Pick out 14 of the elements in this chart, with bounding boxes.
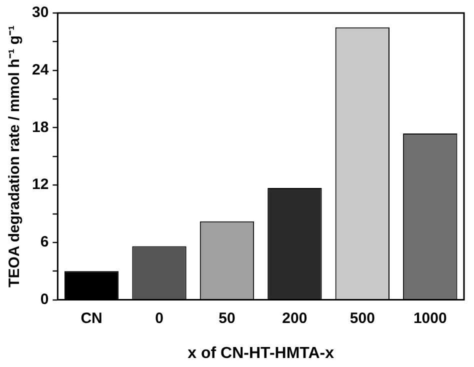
x-tick-label: CN — [80, 310, 102, 327]
x-tick-label: 50 — [218, 310, 236, 327]
y-tick-label: 6 — [40, 234, 49, 251]
y-tick-label: 12 — [32, 176, 49, 194]
y-tick-label: 18 — [32, 118, 49, 136]
y-tick-label: 30 — [32, 4, 49, 22]
x-tick-label: 1000 — [413, 310, 447, 327]
x-axis-title: x of CN-HT-HMTA-x — [188, 344, 334, 362]
y-axis-title: TEOA degradation rate / mmol h⁻¹ g⁻¹ — [6, 25, 24, 288]
y-tick-label: 24 — [32, 62, 50, 78]
x-tick-label: 0 — [155, 310, 164, 327]
y-tick-label: 0 — [40, 290, 49, 308]
x-tick-label: 500 — [350, 310, 375, 327]
x-tick-label: 200 — [282, 310, 308, 327]
